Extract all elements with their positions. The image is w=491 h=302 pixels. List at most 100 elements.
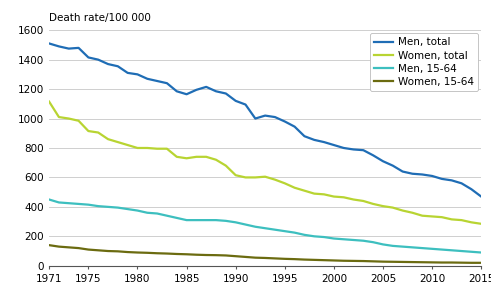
Men, total (262, 114, 268, 117)
Men, total (164, 81, 170, 85)
Men, total (449, 178, 455, 182)
Women, 15-64 (213, 253, 219, 257)
Women, 15-64 (105, 249, 111, 253)
Men, 15-64 (252, 225, 258, 229)
Men, total (66, 47, 72, 50)
Women, total (459, 218, 464, 222)
Women, total (174, 155, 180, 159)
Men, 15-64 (301, 233, 307, 237)
Women, 15-64 (429, 261, 435, 264)
Women, total (213, 158, 219, 162)
Men, 15-64 (311, 234, 317, 238)
Women, total (125, 143, 131, 147)
Women, 15-64 (164, 252, 170, 255)
Men, 15-64 (203, 218, 209, 222)
Men, 15-64 (85, 203, 91, 207)
Men, total (193, 88, 199, 92)
Women, 15-64 (301, 258, 307, 262)
Men, total (46, 42, 52, 45)
Women, total (341, 195, 347, 199)
Women, 15-64 (125, 250, 131, 254)
Women, 15-64 (203, 253, 209, 257)
Men, 15-64 (272, 228, 278, 232)
Men, total (95, 58, 101, 62)
Men, 15-64 (144, 211, 150, 214)
Men, 15-64 (390, 244, 396, 248)
Men, 15-64 (282, 229, 288, 233)
Men, total (400, 170, 406, 173)
Men, 15-64 (46, 198, 52, 201)
Men, 15-64 (360, 239, 366, 243)
Men, 15-64 (468, 250, 474, 254)
Women, 15-64 (193, 253, 199, 256)
Men, total (478, 195, 484, 198)
Women, total (351, 198, 356, 201)
Text: Death rate/100 000: Death rate/100 000 (49, 13, 151, 23)
Women, total (301, 189, 307, 192)
Women, total (321, 193, 327, 196)
Women, total (164, 147, 170, 150)
Men, total (341, 146, 347, 150)
Women, 15-64 (115, 249, 121, 253)
Men, 15-64 (105, 205, 111, 209)
Women, total (400, 209, 406, 212)
Women, 15-64 (95, 249, 101, 252)
Men, 15-64 (262, 226, 268, 230)
Men, total (331, 143, 337, 147)
Women, 15-64 (400, 260, 406, 264)
Men, total (429, 174, 435, 178)
Women, total (203, 155, 209, 159)
Men, total (370, 153, 376, 157)
Women, total (85, 129, 91, 133)
Men, total (311, 138, 317, 142)
Men, total (174, 89, 180, 93)
Men, total (459, 182, 464, 185)
Women, total (311, 192, 317, 195)
Men, total (85, 56, 91, 59)
Women, 15-64 (390, 260, 396, 264)
Women, 15-64 (233, 254, 239, 258)
Women, 15-64 (321, 258, 327, 262)
Women, 15-64 (135, 251, 140, 254)
Men, total (223, 92, 229, 95)
Men, 15-64 (164, 214, 170, 217)
Women, total (144, 146, 150, 150)
Women, total (193, 155, 199, 159)
Line: Men, total: Men, total (49, 43, 481, 197)
Line: Women, total: Women, total (49, 101, 481, 224)
Women, 15-64 (360, 259, 366, 263)
Men, 15-64 (478, 251, 484, 254)
Men, total (292, 125, 298, 128)
Women, 15-64 (272, 257, 278, 260)
Women, 15-64 (144, 251, 150, 255)
Women, 15-64 (341, 259, 347, 262)
Men, 15-64 (419, 246, 425, 250)
Women, total (56, 115, 62, 119)
Men, total (351, 148, 356, 151)
Men, total (213, 89, 219, 93)
Men, 15-64 (429, 247, 435, 251)
Men, total (301, 134, 307, 138)
Women, total (380, 204, 386, 208)
Women, total (233, 173, 239, 177)
Women, 15-64 (252, 256, 258, 259)
Men, total (105, 62, 111, 66)
Women, total (184, 156, 190, 160)
Women, 15-64 (292, 257, 298, 261)
Men, total (233, 99, 239, 103)
Women, 15-64 (380, 260, 386, 263)
Men, 15-64 (449, 249, 455, 252)
Women, total (66, 117, 72, 120)
Men, 15-64 (243, 223, 248, 226)
Men, 15-64 (400, 245, 406, 249)
Men, 15-64 (193, 218, 199, 222)
Men, 15-64 (380, 243, 386, 246)
Women, total (115, 140, 121, 144)
Women, 15-64 (331, 259, 337, 262)
Men, 15-64 (154, 212, 160, 215)
Women, 15-64 (449, 261, 455, 264)
Men, total (439, 177, 445, 181)
Men, 15-64 (135, 209, 140, 212)
Men, 15-64 (439, 248, 445, 251)
Women, total (272, 178, 278, 182)
